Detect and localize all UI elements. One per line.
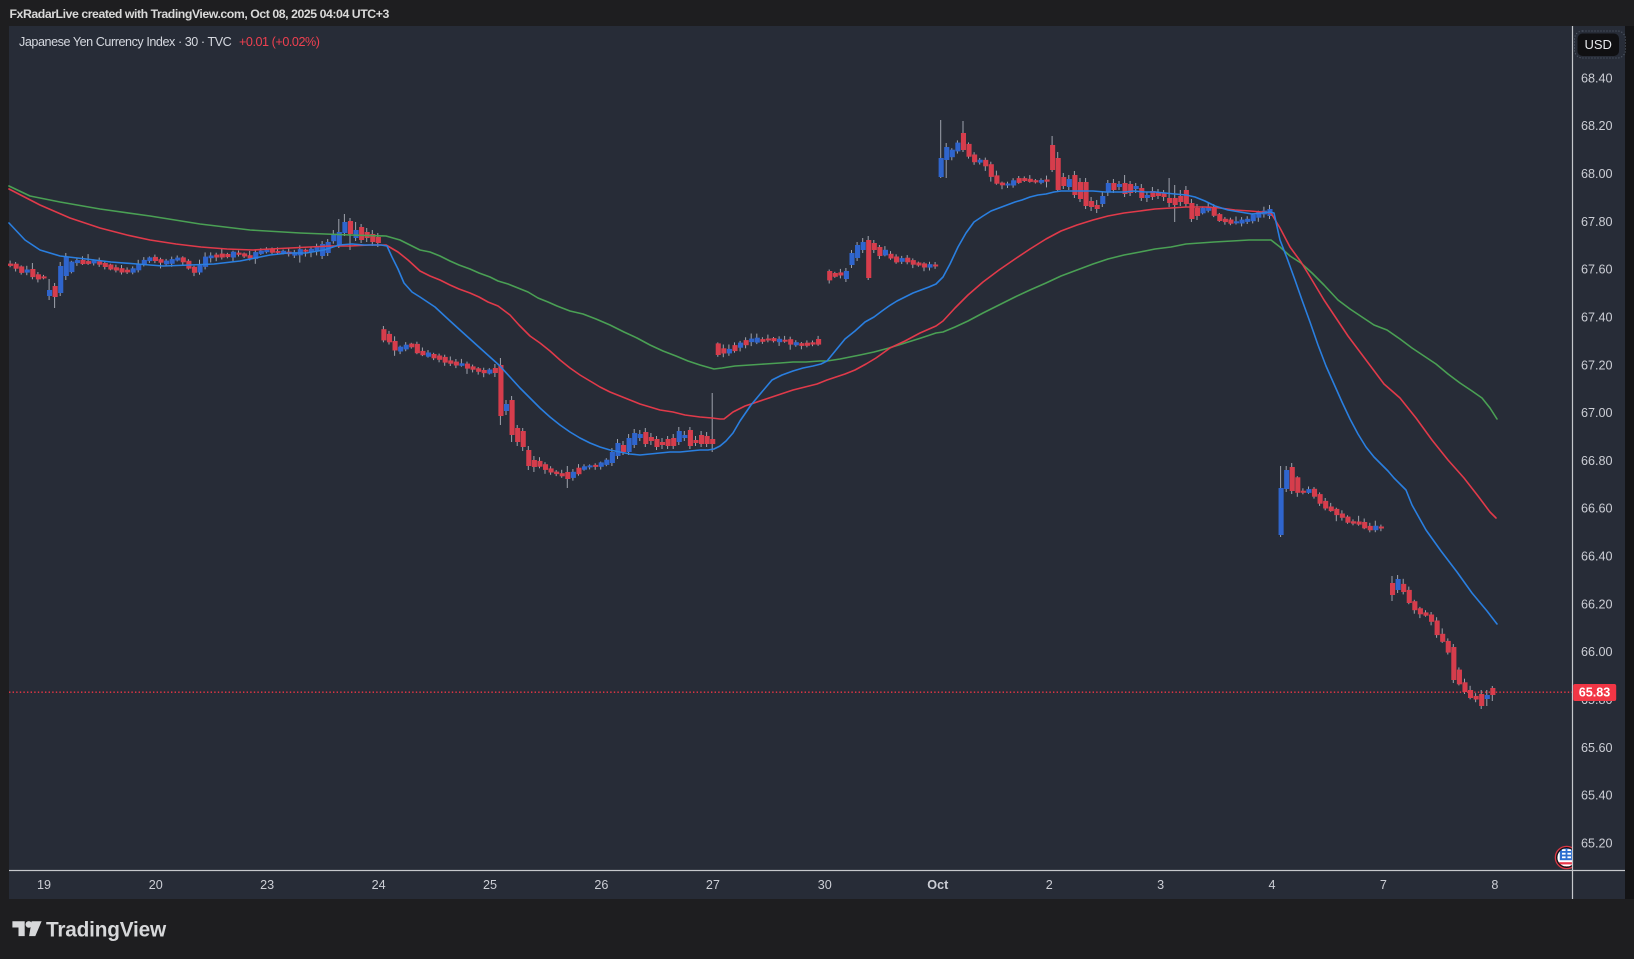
svg-text:68.40: 68.40 (1581, 71, 1613, 85)
svg-text:TradingView: TradingView (46, 919, 167, 942)
svg-text:Oct: Oct (927, 878, 949, 892)
svg-text:67.40: 67.40 (1581, 311, 1613, 325)
svg-text:FxRadarLive created with Tradi: FxRadarLive created with TradingView.com… (10, 7, 390, 21)
svg-text:68.20: 68.20 (1581, 119, 1613, 133)
svg-text:67.00: 67.00 (1581, 406, 1613, 420)
svg-text:66.60: 66.60 (1581, 502, 1613, 516)
svg-text:7: 7 (1380, 878, 1387, 892)
svg-text:30: 30 (818, 878, 832, 892)
svg-text:24: 24 (372, 878, 386, 892)
svg-text:23: 23 (260, 878, 274, 892)
svg-text:66.20: 66.20 (1581, 597, 1613, 611)
svg-text:26: 26 (594, 878, 608, 892)
svg-text:19: 19 (37, 878, 51, 892)
svg-text:67.60: 67.60 (1581, 263, 1613, 277)
svg-text:65.20: 65.20 (1581, 836, 1613, 850)
svg-text:66.00: 66.00 (1581, 645, 1613, 659)
svg-text:68.00: 68.00 (1581, 167, 1613, 181)
svg-text:67.20: 67.20 (1581, 358, 1613, 372)
svg-text:3: 3 (1157, 878, 1164, 892)
svg-text:65.60: 65.60 (1581, 741, 1613, 755)
svg-text:65.83: 65.83 (1579, 686, 1611, 700)
svg-text:66.40: 66.40 (1581, 550, 1613, 564)
svg-text:25: 25 (483, 878, 497, 892)
svg-text:2: 2 (1046, 878, 1053, 892)
svg-text:Japanese Yen Currency Index ·: Japanese Yen Currency Index · 30 · TVC +0… (19, 35, 320, 49)
svg-text:65.40: 65.40 (1581, 789, 1613, 803)
svg-text:66.80: 66.80 (1581, 454, 1613, 468)
svg-text:8: 8 (1491, 878, 1498, 892)
svg-text:4: 4 (1268, 878, 1275, 892)
svg-text:USD: USD (1584, 37, 1611, 52)
svg-text:27: 27 (706, 878, 720, 892)
svg-text:67.80: 67.80 (1581, 215, 1613, 229)
svg-text:20: 20 (149, 878, 163, 892)
